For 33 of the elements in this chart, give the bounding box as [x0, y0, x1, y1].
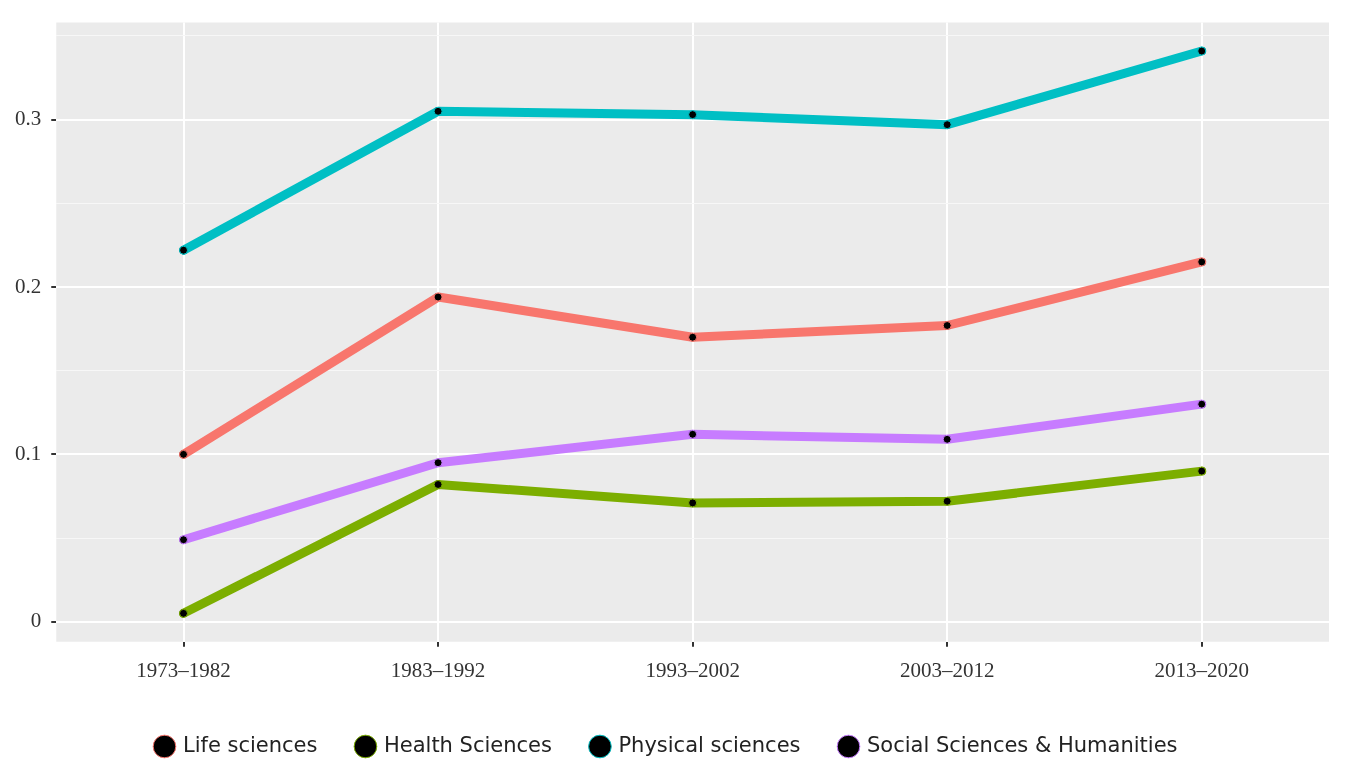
point: [1197, 46, 1207, 56]
point: [179, 608, 189, 618]
point: [179, 245, 189, 255]
point: [942, 120, 952, 130]
point: [942, 496, 952, 506]
point: [433, 479, 443, 489]
point: [1197, 466, 1207, 476]
point: [688, 110, 698, 120]
y-tick-label: 0: [30, 608, 42, 633]
x-tick-label: 1993–2002: [645, 657, 740, 682]
y-tick-label: 0.1: [15, 440, 42, 465]
y-tick-label: 0.3: [15, 106, 42, 131]
point: [688, 429, 698, 439]
legend-label: Physical sciences: [618, 732, 801, 757]
point: [942, 321, 952, 331]
x-tick-label: 1983–1992: [390, 657, 486, 682]
point: [433, 458, 443, 468]
x-tick-label: 1973–1982: [136, 657, 231, 682]
point: [688, 498, 698, 508]
point: [179, 535, 189, 545]
point: [433, 106, 443, 116]
x-tick-label: 2013–2020: [1154, 657, 1249, 682]
point: [1197, 399, 1207, 409]
legend-label: Social Sciences & Humanities: [867, 732, 1178, 757]
x-tick-label: 2003–2012: [899, 657, 995, 682]
y-tick-label: 0.2: [15, 273, 42, 298]
legend-label: Life sciences: [182, 732, 318, 757]
legend-label: Health Sciences: [383, 732, 552, 757]
point: [942, 434, 952, 444]
point: [179, 449, 189, 459]
point: [433, 292, 443, 302]
point: [688, 332, 698, 342]
point: [1197, 257, 1207, 267]
